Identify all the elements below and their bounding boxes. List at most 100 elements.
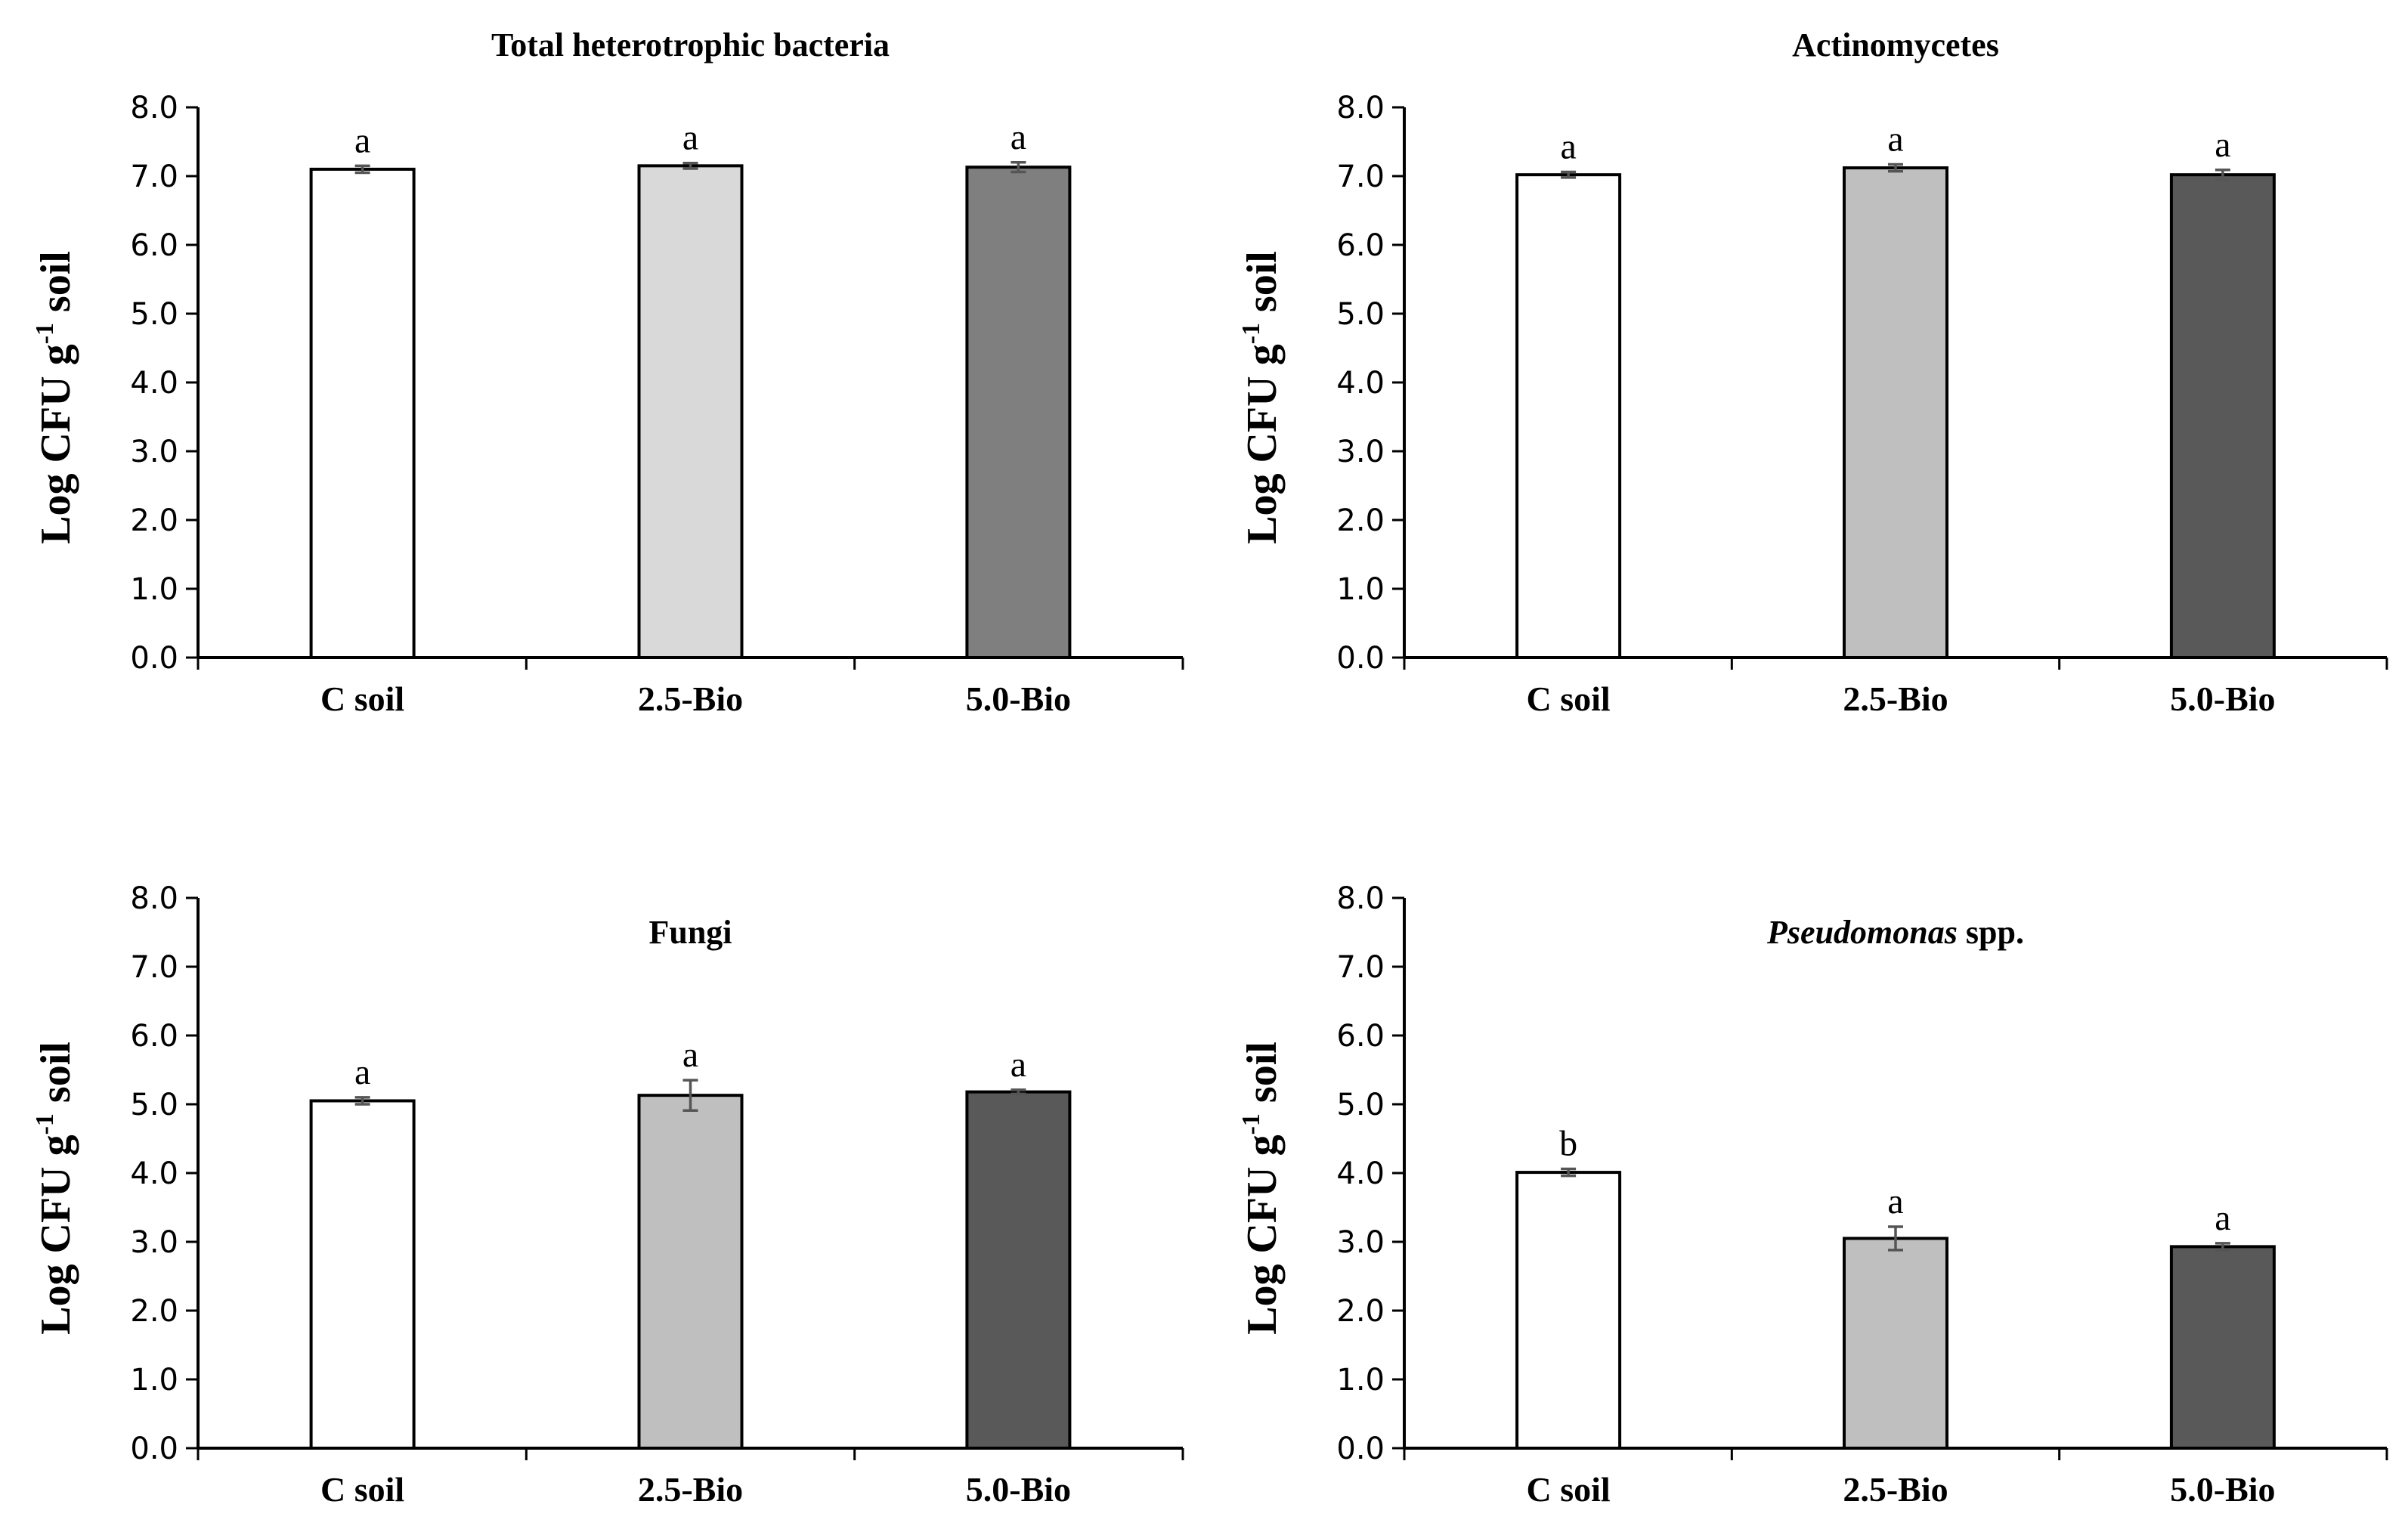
y-tick-label: 5.0 bbox=[1336, 1088, 1385, 1122]
significance-letter: b bbox=[1559, 1124, 1577, 1164]
panel-bacteria: Total heterotrophic bacteria Log CFU g-1 … bbox=[31, 26, 1184, 718]
y-tick-label: 4.0 bbox=[130, 366, 178, 401]
y-tick-label: 8.0 bbox=[1336, 881, 1385, 916]
y-tick-label: 7.0 bbox=[130, 159, 178, 194]
y-axis-label-sup: -1 bbox=[1237, 323, 1265, 344]
y-tick-label: 2.0 bbox=[1336, 503, 1385, 538]
category-label: C soil bbox=[320, 679, 404, 718]
y-tick-label: 8.0 bbox=[130, 91, 178, 125]
y-tick-label: 8.0 bbox=[130, 881, 178, 916]
y-tick-label: 5.0 bbox=[1336, 297, 1385, 332]
y-tick-label: 0.0 bbox=[1336, 1432, 1385, 1466]
y-tick-label: 6.0 bbox=[130, 1019, 178, 1054]
category-label: C soil bbox=[1527, 1470, 1611, 1509]
significance-letter: a bbox=[354, 120, 370, 160]
significance-letter: a bbox=[682, 118, 698, 158]
bar bbox=[1515, 1171, 1622, 1450]
y-tick-label: 3.0 bbox=[1336, 1225, 1385, 1260]
significance-letter: a bbox=[1887, 119, 1903, 159]
y-axis-label-main: Log CFU g bbox=[1239, 344, 1286, 543]
chart-title: Pseudomonas spp. bbox=[1766, 914, 2024, 951]
y-axis-label-main: Log CFU g bbox=[32, 344, 79, 543]
bar bbox=[965, 166, 1072, 660]
significance-letter: a bbox=[354, 1052, 370, 1092]
y-tick-label: 6.0 bbox=[1336, 1019, 1385, 1054]
y-tick-label: 1.0 bbox=[130, 1363, 178, 1398]
y-tick-label: 3.0 bbox=[130, 1225, 178, 1260]
bar bbox=[309, 1099, 416, 1450]
y-tick-label: 1.0 bbox=[1336, 1363, 1385, 1398]
category-label: 5.0-Bio bbox=[2170, 679, 2275, 718]
y-tick-label: 2.0 bbox=[130, 503, 178, 538]
bar bbox=[637, 1094, 744, 1450]
y-axis-label-main: Log CFU g bbox=[1239, 1135, 1286, 1334]
y-tick-label: 4.0 bbox=[1336, 1156, 1385, 1191]
chart-title: Fungi bbox=[648, 914, 732, 951]
bar bbox=[2169, 1245, 2276, 1450]
bar bbox=[1515, 173, 1622, 659]
y-tick-label: 3.0 bbox=[130, 435, 178, 469]
y-axis-label-suffix: soil bbox=[32, 251, 79, 323]
significance-letter: a bbox=[1560, 127, 1576, 167]
chart-title: Actinomycetes bbox=[1792, 26, 1999, 63]
y-tick-label: 7.0 bbox=[1336, 159, 1385, 194]
y-tick-label: 1.0 bbox=[1336, 572, 1385, 607]
y-tick-label: 2.0 bbox=[1336, 1294, 1385, 1329]
y-axis-label: Log CFU g-1 soil bbox=[31, 251, 79, 544]
y-axis-label: Log CFU g-1 soil bbox=[1237, 251, 1286, 544]
bar bbox=[965, 1090, 1072, 1450]
y-tick-label: 4.0 bbox=[1336, 366, 1385, 401]
y-axis-label-main: Log CFU g bbox=[32, 1135, 79, 1334]
y-tick-label: 1.0 bbox=[130, 572, 178, 607]
significance-letter: a bbox=[1011, 117, 1026, 157]
significance-letter: a bbox=[1887, 1181, 1903, 1221]
y-tick-label: 0.0 bbox=[130, 641, 178, 676]
bar bbox=[1843, 1237, 1948, 1450]
category-label: 2.5-Bio bbox=[638, 1470, 743, 1509]
y-tick-label: 7.0 bbox=[130, 950, 178, 985]
category-label: 2.5-Bio bbox=[638, 679, 743, 718]
category-label: 5.0-Bio bbox=[2170, 1470, 2275, 1509]
bar bbox=[2169, 173, 2276, 659]
panel-actinomycetes: Actinomycetes Log CFU g-1 soil 0.0 1.0 2.0 3.… bbox=[1237, 26, 2388, 718]
y-tick-label: 6.0 bbox=[1336, 228, 1385, 263]
y-tick-label: 2.0 bbox=[130, 1294, 178, 1329]
y-axis-label: Log CFU g-1 soil bbox=[1237, 1042, 1286, 1335]
chart-title-part: spp. bbox=[1958, 914, 2024, 951]
chart-title-part: Fungi bbox=[648, 914, 732, 951]
category-label: 5.0-Bio bbox=[966, 1470, 1071, 1509]
y-tick-label: 5.0 bbox=[130, 1088, 178, 1122]
y-tick-label: 6.0 bbox=[130, 228, 178, 263]
y-axis-label-sup: -1 bbox=[31, 1113, 59, 1135]
category-label: 2.5-Bio bbox=[1843, 679, 1948, 718]
y-tick-label: 0.0 bbox=[130, 1432, 178, 1466]
chart-title-part: Pseudomonas bbox=[1766, 914, 1958, 951]
bar bbox=[309, 167, 416, 659]
y-tick-label: 8.0 bbox=[1336, 91, 1385, 125]
significance-letter: a bbox=[2215, 125, 2230, 165]
category-label: C soil bbox=[320, 1470, 404, 1509]
y-axis-label-sup: -1 bbox=[31, 323, 59, 344]
y-tick-label: 7.0 bbox=[1336, 950, 1385, 985]
y-tick-label: 4.0 bbox=[130, 1156, 178, 1191]
y-axis-label-suffix: soil bbox=[1239, 1042, 1286, 1113]
y-axis-label-suffix: soil bbox=[32, 1042, 79, 1113]
bar bbox=[1843, 166, 1948, 659]
y-axis-label: Log CFU g-1 soil bbox=[31, 1042, 79, 1335]
y-axis-label-suffix: soil bbox=[1239, 251, 1286, 323]
panel-fungi: Fungi Log CFU g-1 soil 0.0 1.0 2.0 3.0 4.0 5.0 6… bbox=[31, 881, 1184, 1509]
y-tick-label: 3.0 bbox=[1336, 435, 1385, 469]
bar bbox=[637, 164, 744, 660]
significance-letter: a bbox=[682, 1035, 698, 1075]
chart-title: Total heterotrophic bacteria bbox=[491, 26, 890, 63]
y-tick-label: 5.0 bbox=[130, 297, 178, 332]
y-tick-label: 0.0 bbox=[1336, 641, 1385, 676]
significance-letter: a bbox=[1011, 1045, 1026, 1085]
panel-pseudomonas: Pseudomonas spp. Log CFU g-1 soil 0.0 1.0 2.… bbox=[1237, 881, 2388, 1509]
significance-letter: a bbox=[2215, 1198, 2230, 1238]
category-label: C soil bbox=[1527, 679, 1611, 718]
chart-title-part: Actinomycetes bbox=[1792, 26, 1999, 63]
y-axis-label-sup: -1 bbox=[1237, 1113, 1265, 1135]
category-label: 2.5-Bio bbox=[1843, 1470, 1948, 1509]
